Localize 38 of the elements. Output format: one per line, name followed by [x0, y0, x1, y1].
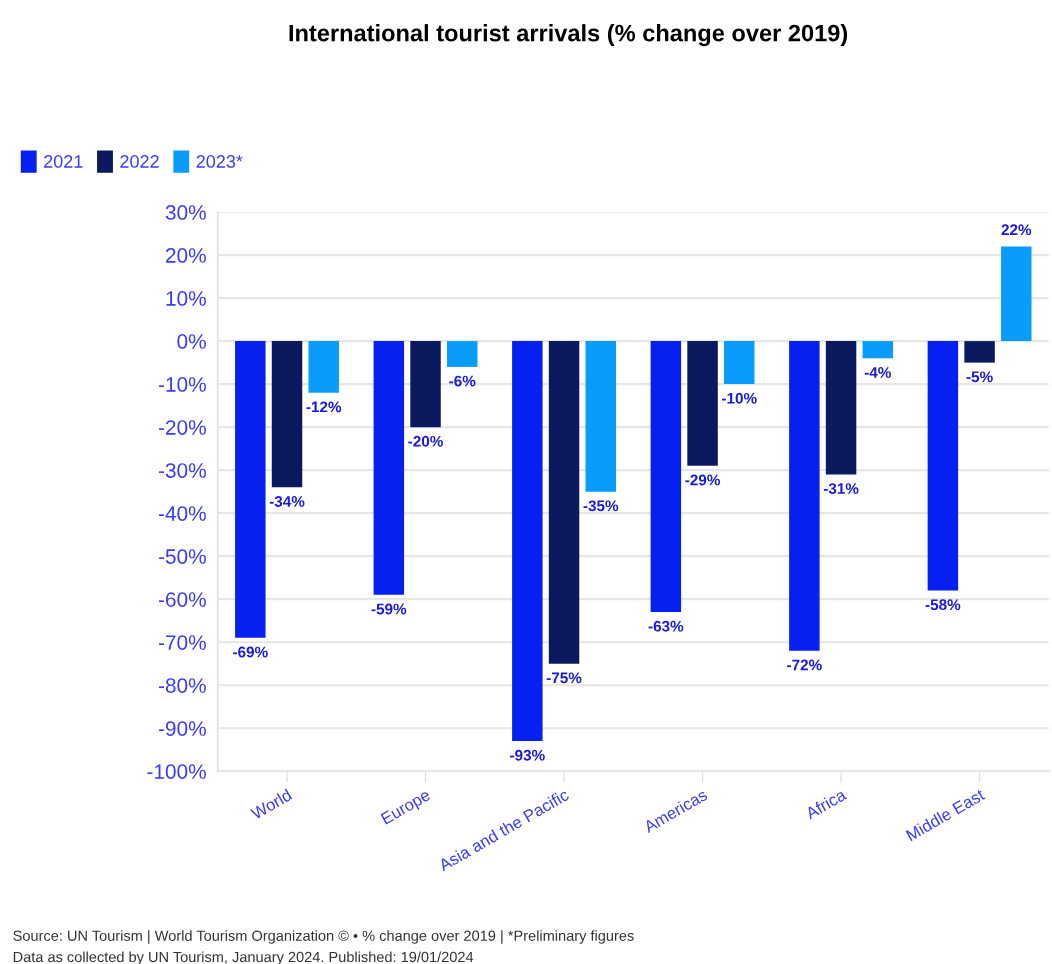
data-label: -93% — [510, 749, 545, 761]
data-label: -72% — [787, 659, 822, 671]
data-label: -59% — [371, 603, 407, 615]
legend-label: 2022 — [120, 155, 159, 168]
source-note: Source: UN Tourism | World Tourism Organization © • % change over 2019 | *Preliminary figures — [13, 930, 634, 944]
data-label: -31% — [823, 483, 859, 495]
y-tick-label: -50% — [158, 549, 206, 564]
data-label: -4% — [864, 367, 891, 378]
y-tick-label: 10% — [166, 291, 206, 306]
y-tick-label: -30% — [158, 463, 206, 478]
data-label: -6% — [449, 375, 476, 387]
y-tick-label: 0% — [177, 334, 206, 349]
chart-title: International tourist arrivals (% change over 2019) — [289, 24, 848, 47]
legend-label: 2021 — [44, 155, 83, 168]
data-label: 22% — [1001, 224, 1032, 236]
y-tick-label: -100% — [147, 764, 206, 779]
y-tick-label: -80% — [158, 678, 206, 693]
data-label: -12% — [306, 401, 342, 413]
y-tick-label: 30% — [165, 205, 206, 220]
data-label: -58% — [925, 599, 961, 611]
y-tick-label: -10% — [158, 377, 206, 392]
data-label: -10% — [722, 392, 757, 404]
y-tick-label: -90% — [158, 721, 206, 736]
y-tick-label: -70% — [158, 635, 206, 650]
y-tick-label: -60% — [158, 592, 206, 607]
data-label: -34% — [269, 496, 305, 507]
y-tick-label: 20% — [166, 248, 206, 263]
data-label: -75% — [546, 672, 582, 684]
y-tick-label: -40% — [158, 506, 206, 521]
data-label: -69% — [233, 646, 268, 658]
data-label: -35% — [583, 500, 619, 512]
data-label: -20% — [408, 435, 443, 447]
data-label: -63% — [648, 620, 684, 632]
y-tick-label: -20% — [158, 420, 206, 435]
data-label: -29% — [685, 474, 720, 486]
x-tick-label: Africa — [804, 787, 848, 820]
data-label: -5% — [966, 371, 993, 383]
legend-label: 2023* — [196, 155, 243, 168]
